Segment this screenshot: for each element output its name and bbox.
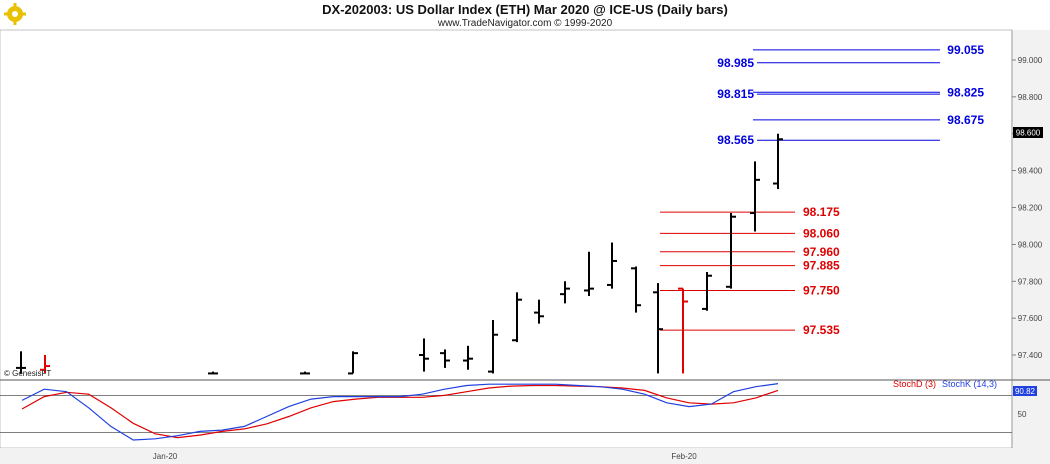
stoch-panel (0, 379, 1013, 449)
level-label: 97.535 (803, 323, 840, 337)
ohlc-bar (750, 161, 760, 232)
ohlc-bar (584, 251, 594, 296)
chart-title: DX-202003: US Dollar Index (ETH) Mar 202… (322, 2, 728, 17)
last-price-box (1013, 127, 1043, 138)
level-label: 98.815 (717, 87, 754, 101)
level-label: 97.960 (803, 245, 840, 259)
gear-icon (4, 3, 26, 25)
level-label: 98.565 (717, 133, 754, 147)
price-tick-label: 97.800 (1018, 277, 1043, 286)
x-tick-feb: Feb-20 (671, 452, 697, 461)
ohlc-bar (419, 338, 429, 372)
ohlc-bar (560, 281, 570, 304)
ohlc-bar (40, 355, 50, 374)
ohlc-bar (463, 345, 473, 370)
ohlc-bar (348, 351, 358, 375)
price-tick-label: 98.000 (1018, 240, 1043, 249)
ohlc-bar (208, 371, 218, 375)
ohlc-bar (16, 351, 26, 374)
level-label: 98.825 (947, 85, 984, 99)
ohlc-bar (702, 272, 712, 311)
level-label: 98.060 (803, 226, 840, 240)
ohlc-bar (534, 299, 544, 324)
stochastic-lines (0, 383, 1012, 441)
ohlc-bar (300, 371, 310, 375)
price-tick-label: 98.400 (1018, 167, 1043, 176)
price-tick-label: 98.800 (1018, 93, 1043, 102)
ohlc-bar (631, 266, 641, 313)
level-label: 98.175 (803, 205, 840, 219)
ohlc-bar (488, 319, 498, 374)
level-label: 97.750 (803, 283, 840, 297)
stoch-axis-ticks: 50 (1018, 410, 1027, 419)
stoch-last-value: 90.82 (1015, 387, 1036, 396)
level-label: 99.055 (947, 43, 984, 57)
ohlc-bar (512, 292, 522, 343)
price-tick-label: 97.400 (1018, 351, 1043, 360)
date-axis-panel (0, 448, 1050, 464)
price-axis-panel (1012, 30, 1050, 380)
ohlc-bar (726, 213, 736, 289)
x-tick-jan: Jan-20 (153, 452, 178, 461)
ohlc-bar (607, 242, 617, 289)
stoch-last-box (1013, 386, 1037, 396)
level-label: 98.675 (947, 113, 984, 127)
chart-subtitle: www.TradeNavigator.com © 1999-2020 (437, 18, 613, 29)
legend-stochK: StochK (14,3) (942, 379, 997, 389)
price-tick-label: 98.200 (1018, 204, 1043, 213)
level-label: 97.885 (803, 259, 840, 273)
stoch-series-line (21, 383, 779, 441)
price-levels: 99.055 98.985 98.825 98.815 98.675 98.565 98.1… (660, 43, 984, 337)
ohlc-bar (678, 287, 688, 374)
stoch-series-line (21, 384, 779, 439)
ohlc-bar (653, 283, 663, 374)
ohlc-bars (16, 133, 783, 375)
level-label: 98.985 (717, 56, 754, 70)
price-tick-label: 99.000 (1018, 56, 1043, 65)
stoch-tick-label: 50 (1018, 410, 1027, 419)
ohlc-bar (773, 133, 783, 190)
watermark: © GenesisFT (4, 369, 51, 378)
legend-stochD: StochD (3) (893, 379, 936, 389)
price-panel (0, 29, 1013, 381)
ohlc-bar (440, 349, 450, 368)
price-tick-label: 97.600 (1018, 314, 1043, 323)
last-price-label: 98.600 (1016, 129, 1041, 138)
